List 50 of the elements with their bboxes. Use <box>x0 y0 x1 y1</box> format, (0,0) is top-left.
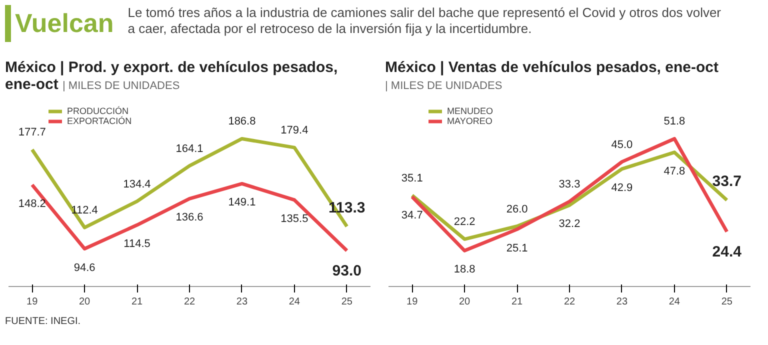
data-label: 25.1 <box>506 242 528 254</box>
data-label: 26.0 <box>506 203 528 216</box>
data-label: 47.8 <box>664 165 686 178</box>
x-tick-label: 22 <box>184 296 196 308</box>
data-label: 114.5 <box>124 238 150 250</box>
x-tick-label: 24 <box>288 296 300 308</box>
x-tick-label: 23 <box>236 296 248 308</box>
chart-title: México | Ventas de vehículos pesados, ene-oct <box>385 59 718 76</box>
text: Le tomó tres años a la industria de camiones salir del bache que representó el Covid y otros dos volver a caer, afectada por el retroceso de la inversión fija y la incertidumbre. <box>128 5 722 37</box>
data-label: 32.2 <box>558 218 580 230</box>
data-label: 179.4 <box>280 124 308 137</box>
x-tick-label: 19 <box>26 296 38 308</box>
data-label: 34.7 <box>401 210 423 222</box>
data-label: 33.3 <box>558 178 580 190</box>
x-tick-label: 23 <box>616 296 628 308</box>
x-tick-label: 19 <box>406 296 418 308</box>
x-tick-label: 22 <box>564 296 576 308</box>
data-label: 148.2 <box>18 198 46 210</box>
legend-label: PRODUCCIÓN <box>67 106 129 116</box>
data-label: 94.6 <box>74 262 96 274</box>
data-label: 134.4 <box>123 178 151 190</box>
x-tick-label: 24 <box>668 296 680 308</box>
data-label: 136.6 <box>176 212 204 224</box>
data-label: 45.0 <box>611 138 633 151</box>
data-label: 93.0 <box>332 262 362 280</box>
x-tick-label: 25 <box>341 296 353 308</box>
data-label: 18.8 <box>454 264 476 276</box>
chart-subtitle: | MILES DE UNIDADES <box>62 80 180 92</box>
data-label: 149.1 <box>228 196 256 209</box>
source-note: FUENTE: INEGI. <box>5 315 81 329</box>
data-label: 135.5 <box>280 212 308 225</box>
data-label: 24.4 <box>712 244 742 261</box>
legend-label: MENUDEO <box>447 106 494 116</box>
data-label: 186.8 <box>228 116 256 128</box>
data-label: 164.1 <box>176 142 204 155</box>
text: Vuelcan <box>5 5 114 42</box>
x-tick-label: 25 <box>721 296 733 308</box>
data-label: 51.8 <box>664 116 686 128</box>
data-label: 35.1 <box>401 172 423 184</box>
x-tick-label: 20 <box>79 296 91 308</box>
legend-label: EXPORTACIÓN <box>67 116 132 126</box>
x-tick-label: 21 <box>511 296 524 308</box>
legend-label: MAYOREO <box>447 116 492 126</box>
data-label: 33.7 <box>712 173 742 190</box>
data-label: 177.7 <box>18 126 46 139</box>
x-tick-label: 20 <box>459 296 471 308</box>
data-label: 22.2 <box>454 216 476 228</box>
data-label: 42.9 <box>611 182 633 194</box>
x-tick-label: 21 <box>131 296 144 308</box>
chart-subtitle: | MILES DE UNIDADES <box>385 80 502 92</box>
